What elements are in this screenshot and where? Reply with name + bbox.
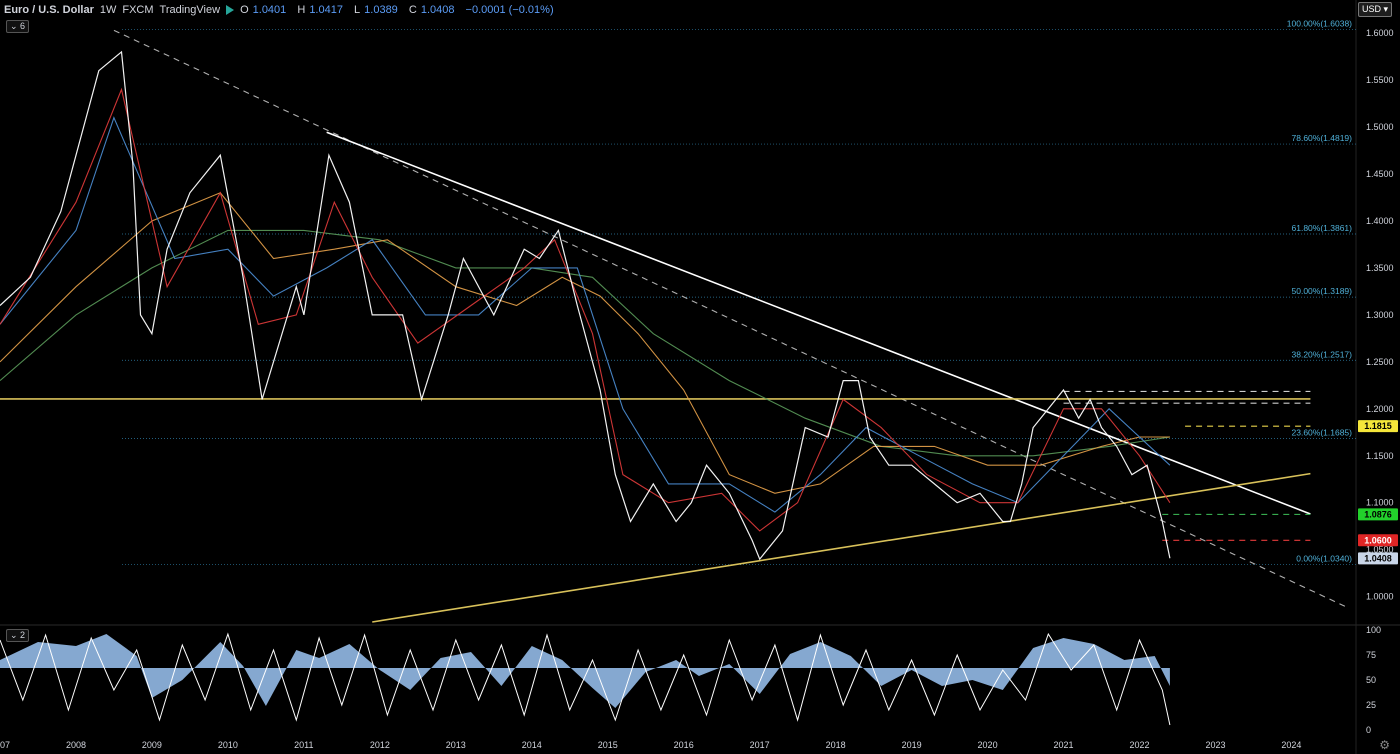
- oscillator-tick-label: 75: [1366, 650, 1376, 660]
- open-value: 1.0401: [252, 4, 287, 16]
- open-key: O: [240, 4, 249, 16]
- price-tick-label: 1.6000: [1366, 28, 1394, 38]
- price-tick-label: 1.1000: [1366, 498, 1394, 508]
- change-value: −0.0001 (−0.01%): [465, 4, 554, 16]
- fib-level-label: 38.20%(1.2517): [1292, 349, 1353, 359]
- high-value: 1.0417: [309, 4, 343, 16]
- time-tick-label: 2012: [370, 740, 390, 750]
- trendline: [372, 472, 1311, 623]
- price-tick-label: 1.0000: [1366, 592, 1394, 602]
- price-line: [0, 50, 1171, 561]
- time-tick-label: 2009: [142, 740, 162, 750]
- price-tick-label: 1.0500: [1366, 545, 1394, 555]
- flag-icon[interactable]: [226, 5, 235, 15]
- time-tick-label: 2015: [598, 740, 618, 750]
- time-tick-label: 2011: [294, 740, 313, 750]
- oscillator-tick-label: 0: [1366, 725, 1371, 735]
- symbol-header: Euro / U.S. Dollar 1W FXCM TradingView O…: [4, 2, 558, 18]
- fib-level-label: 78.60%(1.4819): [1292, 133, 1353, 143]
- fib-level-label: 100.00%(1.6038): [1287, 19, 1352, 29]
- price-tick-label: 1.4500: [1366, 169, 1394, 179]
- moving-average-line: [0, 192, 1170, 494]
- fib-level-label: 23.60%(1.1685): [1292, 427, 1353, 437]
- brand-label: TradingView: [159, 4, 221, 16]
- time-tick-label: 2024: [1281, 740, 1301, 750]
- price-tick-label: 1.1500: [1366, 451, 1394, 461]
- low-value: 1.0389: [364, 4, 398, 16]
- trendlines: [0, 29, 1349, 623]
- price-label-tag: [1358, 508, 1398, 521]
- price-tick-label: 1.2000: [1366, 404, 1394, 414]
- price-label-tag: [1358, 552, 1398, 565]
- oscillator-line: [0, 632, 1171, 726]
- price-label-text: 1.0408: [1364, 553, 1392, 563]
- axes: 1.6000 1.5500 1.5000 1.4500 1.4000 1.3500 1.30…: [0, 28, 1394, 750]
- time-tick-label: 2018: [826, 740, 846, 750]
- time-tick-label: 2022: [1129, 740, 1149, 750]
- close-value: 1.0408: [420, 4, 455, 16]
- time-tick-label: 2023: [1205, 740, 1225, 750]
- ohlc-values: O 1.0401 H 1.0417 L 1.0389 C 1.0408 −0.0001 …: [240, 4, 558, 16]
- fib-level-label: 0.00%(1.0340): [1296, 554, 1352, 564]
- time-tick-label: 2010: [218, 740, 238, 750]
- close-key: C: [408, 4, 417, 16]
- fib-level-label: 50.00%(1.3189): [1292, 286, 1353, 296]
- price-tick-label: 1.5000: [1366, 122, 1394, 132]
- fibonacci-levels: 100.00%(1.6038) 78.60%(1.4819) 61.80%(1.38…: [122, 19, 1356, 566]
- indicator-toggle[interactable]: ⌄ 6: [6, 20, 30, 33]
- time-tick-label: 2020: [978, 740, 998, 750]
- time-tick-label: 2016: [674, 740, 694, 750]
- oscillator-pane: [0, 632, 1171, 726]
- time-tick-label: 2019: [902, 740, 922, 750]
- price-tick-label: 1.3000: [1366, 310, 1394, 320]
- gear-icon[interactable]: ⚙: [1379, 738, 1390, 752]
- time-tick-label: 2021: [1054, 740, 1074, 750]
- time-tick-label: 2017: [750, 740, 770, 750]
- oscillator-tick-label: 25: [1366, 700, 1376, 710]
- price-label-text: 1.1815: [1364, 421, 1392, 431]
- oscillator-tick-label: 100: [1366, 625, 1381, 635]
- oscillator-tick-label: 50: [1366, 675, 1376, 685]
- price-label-text: 1.0876: [1364, 509, 1392, 519]
- fib-level-label: 61.80%(1.3861): [1292, 223, 1353, 233]
- price-series: [0, 50, 1171, 561]
- price-label-tag: [1358, 420, 1398, 433]
- indicator-count: 6: [20, 21, 26, 31]
- price-tick-label: 1.2500: [1366, 357, 1394, 367]
- symbol-title[interactable]: Euro / U.S. Dollar: [4, 4, 94, 16]
- moving-average-line: [0, 229, 1170, 457]
- trendline: [326, 131, 1311, 515]
- time-tick-label: 2007: [0, 740, 10, 750]
- high-key: H: [297, 4, 306, 16]
- price-tick-label: 1.3500: [1366, 263, 1394, 273]
- price-tick-label: 1.4000: [1366, 216, 1394, 226]
- oscillator-area: [0, 634, 1170, 708]
- price-label-text: 1.0600: [1364, 535, 1392, 545]
- oscillator-toggle[interactable]: ⌄ 2: [6, 629, 30, 642]
- price-tick-label: 1.5500: [1366, 75, 1394, 85]
- source-label: FXCM: [122, 4, 154, 16]
- interval-label[interactable]: 1W: [99, 4, 117, 16]
- time-tick-label: 2008: [66, 740, 86, 750]
- currency-selector[interactable]: USD ▾: [1357, 2, 1392, 17]
- oscillator-count: 2: [20, 630, 26, 640]
- price-labels: 1.1815 1.0876 1.0600 1.0408: [1358, 420, 1398, 565]
- price-label-tag: [1358, 534, 1398, 547]
- trendline: [113, 29, 1349, 609]
- low-key: L: [354, 4, 361, 16]
- time-tick-label: 2013: [446, 740, 466, 750]
- currency-label: USD: [1361, 4, 1381, 14]
- time-tick-label: 2014: [522, 740, 542, 750]
